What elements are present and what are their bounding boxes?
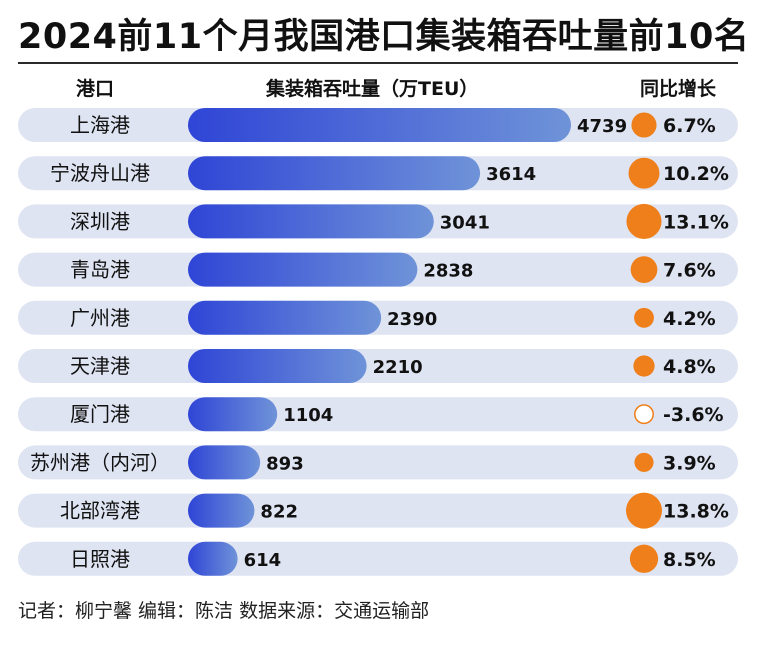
bar bbox=[188, 493, 255, 528]
header-growth: 同比增长 bbox=[640, 78, 717, 100]
growth-bubble bbox=[634, 307, 654, 328]
bar bbox=[188, 156, 481, 191]
port-label: 厦门港 bbox=[70, 402, 130, 426]
growth-label: 7.6% bbox=[663, 260, 716, 282]
growth-bubble bbox=[631, 112, 657, 138]
value-label: 3041 bbox=[440, 212, 490, 233]
bar bbox=[188, 397, 278, 432]
port-label: 天津港 bbox=[70, 354, 130, 378]
bar bbox=[188, 204, 434, 239]
value-label: 822 bbox=[260, 502, 298, 523]
growth-bubble bbox=[630, 256, 658, 283]
footer-credits: 记者：柳宁馨 编辑：陈洁 数据来源：交通运输部 bbox=[18, 600, 430, 622]
header-volume: 集装箱吞吐量（万TEU） bbox=[266, 78, 479, 100]
growth-label: 10.2% bbox=[663, 163, 729, 185]
growth-label: 4.8% bbox=[663, 356, 716, 378]
value-label: 4739 bbox=[577, 116, 627, 137]
growth-label: 8.5% bbox=[663, 549, 716, 571]
value-label: 2390 bbox=[387, 309, 437, 330]
value-label: 1104 bbox=[283, 405, 333, 426]
header-port: 港口 bbox=[76, 78, 115, 100]
bar bbox=[188, 445, 261, 480]
port-label: 日照港 bbox=[70, 547, 130, 571]
value-label: 614 bbox=[244, 550, 282, 571]
value-label: 2838 bbox=[423, 261, 473, 282]
growth-bubble bbox=[633, 355, 655, 377]
growth-label: 13.8% bbox=[663, 501, 729, 523]
growth-bubble bbox=[626, 203, 662, 239]
growth-label: -3.6% bbox=[663, 404, 724, 426]
growth-bubble bbox=[634, 452, 654, 472]
growth-label: 13.1% bbox=[663, 211, 729, 233]
bar bbox=[188, 108, 571, 142]
port-label: 上海港 bbox=[70, 113, 130, 137]
value-label: 3614 bbox=[486, 164, 536, 185]
port-label: 宁波舟山港 bbox=[50, 161, 150, 185]
bar bbox=[188, 252, 418, 287]
growth-bubble bbox=[628, 157, 660, 189]
value-label: 2210 bbox=[373, 357, 423, 378]
bar bbox=[188, 541, 238, 576]
growth-bubble bbox=[626, 492, 662, 529]
port-label: 苏州港（内河） bbox=[30, 450, 170, 474]
chart-title: 2024前11个月我国港口集装箱吞吐量前10名 bbox=[18, 17, 750, 57]
bar bbox=[188, 300, 382, 335]
port-label: 北部湾港 bbox=[60, 499, 140, 523]
growth-label: 3.9% bbox=[663, 452, 716, 474]
growth-bubble bbox=[629, 544, 659, 573]
port-label: 深圳港 bbox=[70, 209, 130, 233]
title-divider bbox=[18, 62, 738, 64]
value-label: 893 bbox=[266, 453, 304, 474]
port-label: 青岛港 bbox=[70, 258, 130, 282]
bar bbox=[188, 349, 367, 383]
growth-bubble bbox=[634, 404, 654, 425]
port-label: 广州港 bbox=[70, 306, 130, 330]
growth-label: 6.7% bbox=[663, 115, 716, 137]
growth-label: 4.2% bbox=[663, 308, 716, 330]
